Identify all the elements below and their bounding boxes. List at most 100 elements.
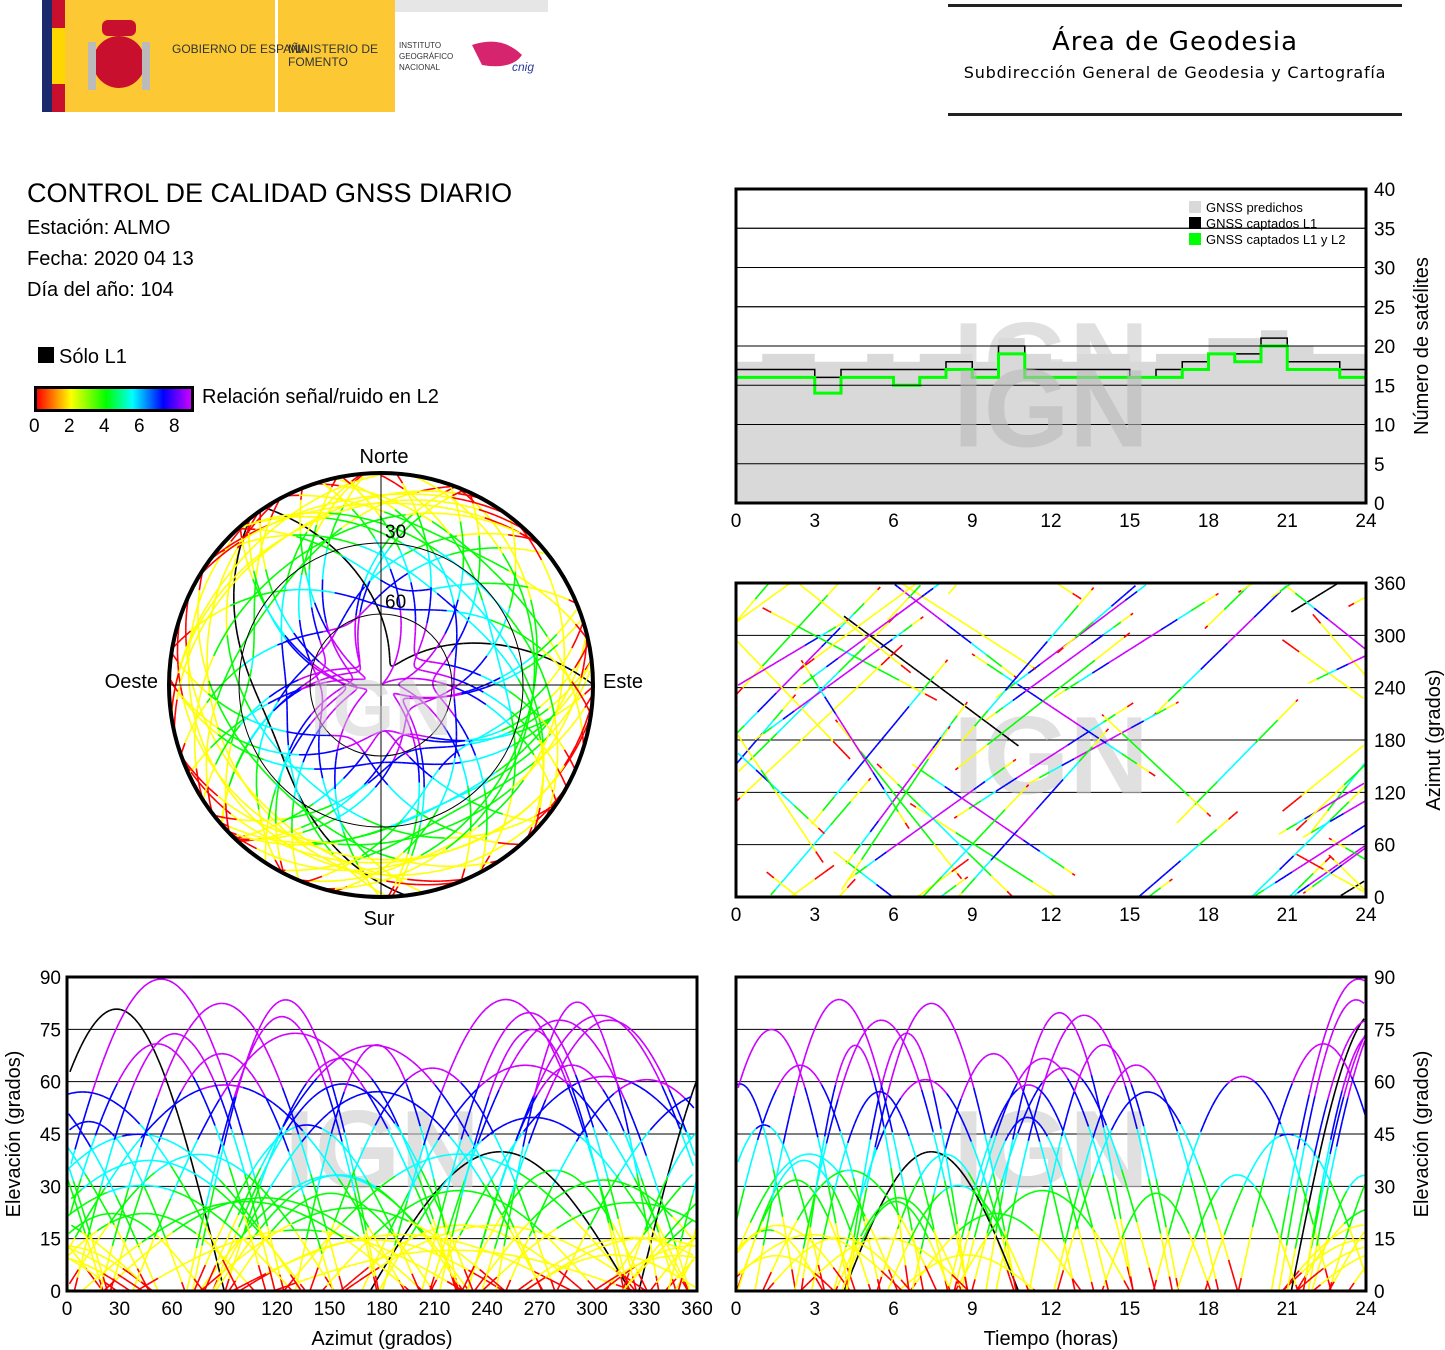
y-axis-label: Número de satélites	[1411, 257, 1433, 435]
track-segment	[762, 600, 766, 604]
track-segment	[1309, 786, 1313, 790]
track-segment	[1201, 601, 1206, 605]
track-segment	[863, 630, 868, 635]
track-segment	[1182, 613, 1186, 617]
track-segment	[1281, 639, 1286, 643]
track-segment	[1108, 660, 1112, 664]
track-segment	[1198, 603, 1203, 607]
track-segment	[1330, 768, 1335, 773]
track-segment	[1282, 808, 1286, 812]
track-segment	[436, 1067, 441, 1071]
track-segment	[632, 1256, 637, 1259]
track-segment	[1160, 885, 1165, 889]
track-segment	[927, 835, 931, 840]
track-segment	[878, 765, 883, 769]
track-segment	[1025, 769, 1030, 773]
track-segment	[1058, 748, 1063, 752]
track-segment	[974, 712, 979, 717]
track-segment	[588, 1256, 593, 1259]
track-segment	[464, 1226, 471, 1230]
track-segment	[855, 608, 860, 613]
track-segment	[1358, 667, 1363, 672]
track-segment	[980, 798, 985, 802]
y-tick-label: 0	[1374, 888, 1385, 909]
track-segment	[992, 658, 997, 663]
track-segment	[919, 805, 924, 810]
track-segment	[1284, 806, 1289, 810]
track-segment	[836, 853, 841, 858]
track-segment	[739, 617, 743, 620]
track-segment	[738, 727, 743, 732]
track-segment	[94, 1121, 99, 1125]
track-segment	[1344, 785, 1348, 789]
track-segment	[821, 643, 825, 648]
track-segment	[1007, 780, 1012, 785]
track-segment	[834, 719, 839, 723]
track-segment	[995, 879, 999, 883]
track-segment	[829, 866, 833, 869]
track-segment	[900, 588, 905, 593]
track-segment	[835, 671, 840, 676]
track-segment	[1020, 873, 1025, 878]
track-segment	[747, 611, 751, 615]
snr-tick: 2	[64, 416, 75, 437]
track-segment	[946, 859, 950, 864]
track-segment	[756, 604, 760, 608]
track-segment	[1351, 776, 1355, 780]
track-segment	[785, 721, 790, 726]
track-segment	[604, 1014, 610, 1018]
track-segment	[995, 857, 1000, 861]
track-segment	[326, 1174, 332, 1178]
track-segment	[1302, 602, 1307, 606]
track-segment	[1139, 586, 1144, 590]
track-segment	[1123, 706, 1128, 710]
track-segment	[953, 815, 958, 819]
track-segment	[935, 819, 940, 823]
track-segment	[1029, 879, 1034, 883]
track-segment	[891, 790, 895, 795]
track-segment	[814, 877, 818, 880]
x-tick-label: 120	[261, 1299, 293, 1320]
track-segment	[929, 838, 933, 843]
track-segment	[579, 1259, 584, 1262]
track-segment	[878, 641, 883, 645]
track-segment	[887, 774, 892, 778]
report-title: CONTROL DE CALIDAD GNSS DIARIO	[27, 178, 513, 208]
track-segment	[1039, 661, 1044, 666]
track-segment	[1212, 594, 1217, 598]
track-segment	[743, 614, 747, 618]
track-segment	[1292, 799, 1297, 803]
track-segment	[1079, 734, 1083, 739]
track-segment	[1341, 790, 1345, 794]
track-segment	[1308, 598, 1313, 602]
track-segment	[1118, 601, 1123, 606]
track-segment	[564, 1064, 569, 1068]
track-segment	[1357, 746, 1362, 751]
track-segment	[1080, 630, 1085, 635]
track-segment	[1314, 823, 1318, 827]
track-segment	[774, 715, 778, 719]
track-segment	[1107, 610, 1112, 615]
track-segment	[743, 648, 748, 652]
track-segment	[288, 999, 293, 1003]
ign-text: INSTITUTO GEOGRÁFICO NACIONAL	[399, 41, 454, 72]
track-segment	[1126, 704, 1131, 708]
track-segment	[1179, 615, 1184, 619]
legend-swatch	[1189, 201, 1201, 213]
track-segment	[1312, 661, 1317, 665]
track-segment	[890, 776, 894, 781]
track-segment	[802, 703, 807, 708]
track-segment	[1176, 689, 1181, 694]
track-segment	[668, 1248, 672, 1251]
track-segment	[882, 888, 887, 893]
track-segment	[837, 627, 841, 632]
track-segment	[770, 695, 775, 700]
track-segment	[849, 619, 854, 624]
track-segment	[1328, 805, 1332, 810]
track-segment	[1043, 888, 1048, 892]
track-segment	[879, 627, 884, 632]
track-segment	[979, 649, 984, 654]
track-segment	[939, 851, 944, 856]
track-segment	[764, 741, 769, 746]
track-segment	[1098, 617, 1103, 621]
